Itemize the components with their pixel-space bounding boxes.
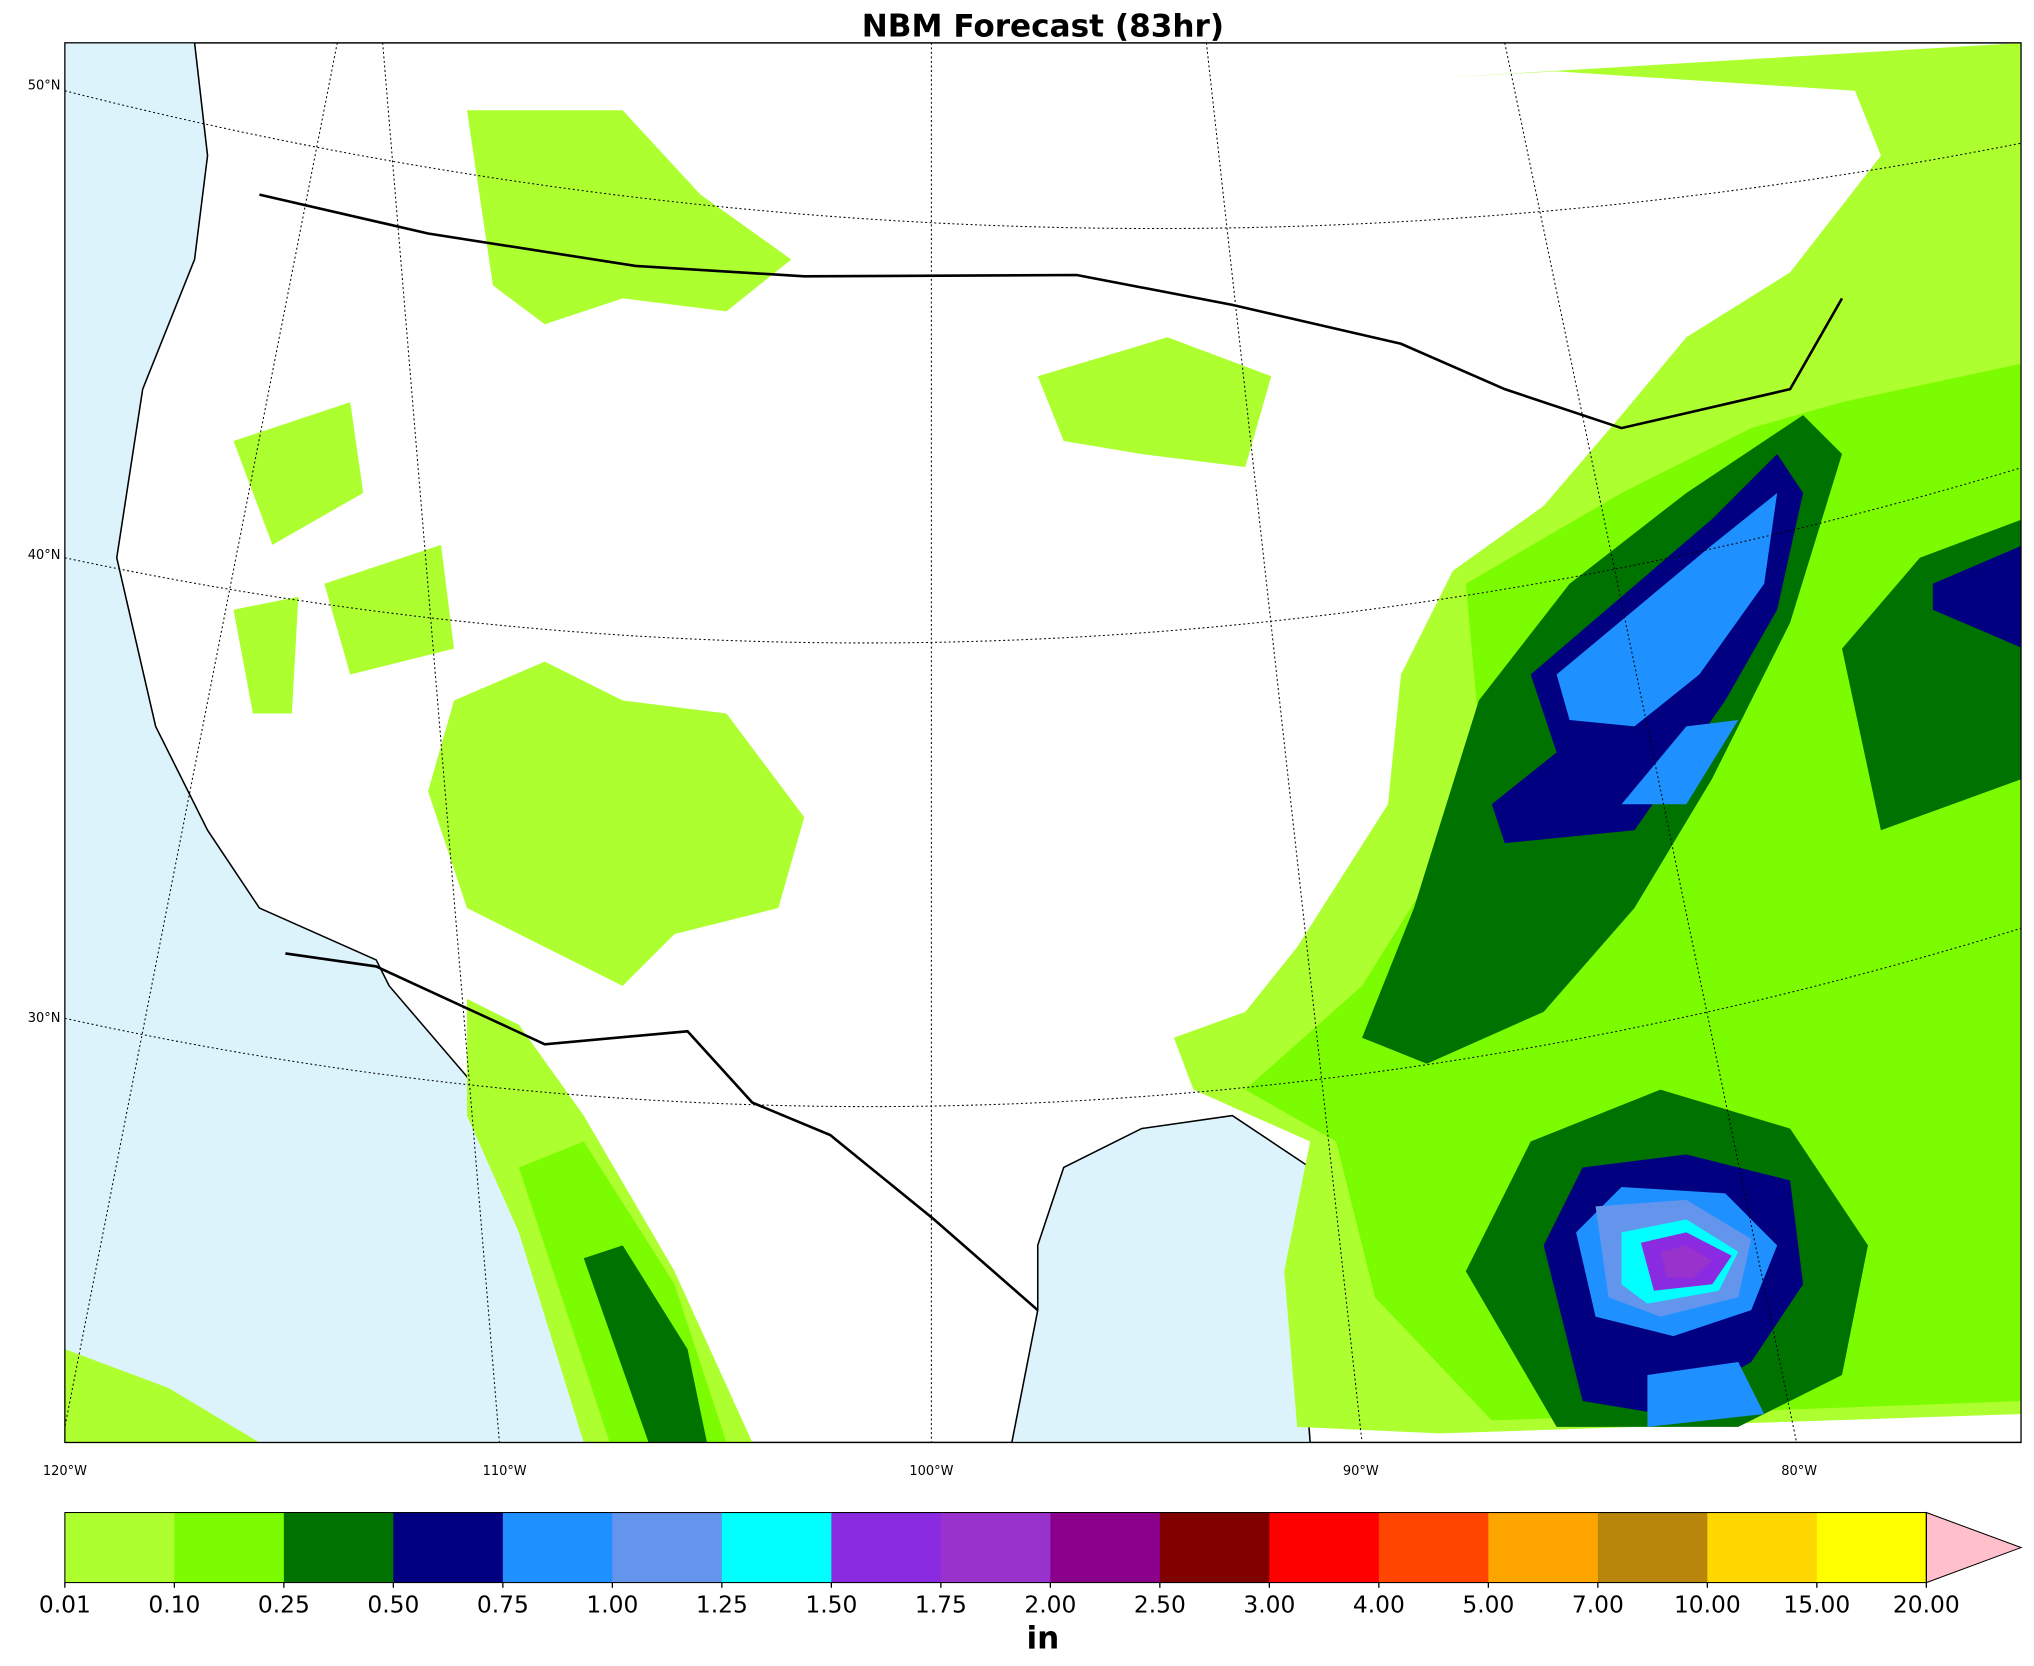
colorbar-tick-label: 1.00 — [586, 1590, 638, 1618]
lon-label: 80°W — [1781, 1464, 1817, 1479]
colorbar-box — [721, 1512, 832, 1583]
colorbar-tick-label: 7.00 — [1572, 1590, 1624, 1618]
colorbar-box — [1159, 1512, 1270, 1583]
colorbar-box — [1707, 1512, 1818, 1583]
canada-border — [259, 193, 1844, 430]
colorbar-tick-label: 2.00 — [1024, 1590, 1076, 1618]
colorbar-box — [1816, 1512, 1927, 1583]
colorbar-tick-label: 20.00 — [1893, 1590, 1960, 1618]
parallel — [64, 927, 2022, 1108]
colorbar-frame — [64, 1512, 1927, 1584]
lat-label: 50°N — [28, 79, 61, 94]
lat-label: 40°N — [28, 548, 61, 563]
colorbar-tick-label: 2.50 — [1134, 1590, 1186, 1618]
parallel — [64, 467, 2022, 644]
colorbar-box — [174, 1512, 285, 1583]
colorbar-tick-label: 4.00 — [1353, 1590, 1405, 1618]
meridian — [1205, 42, 1363, 1443]
mexico-border — [285, 952, 1039, 1312]
colorbar-box — [502, 1512, 614, 1583]
colorbar-tick-label: 3.00 — [1243, 1590, 1295, 1618]
lon-label: 110°W — [483, 1464, 527, 1479]
map — [64, 42, 2022, 1443]
lat-label: 30°N — [28, 1011, 61, 1026]
colorbar-box — [283, 1512, 395, 1583]
map-frame — [64, 42, 2022, 1444]
meridian — [64, 42, 338, 1428]
colorbar-tick-label: 1.50 — [805, 1590, 857, 1618]
colorbar-box — [612, 1512, 723, 1583]
colorbar-tick-label: 0.25 — [258, 1590, 310, 1618]
colorbar-tick-label: 15.00 — [1783, 1590, 1850, 1618]
colorbar-tick-label: 10.00 — [1674, 1590, 1741, 1618]
colorbar-label: in — [1027, 1621, 1060, 1657]
colorbar-box — [1378, 1512, 1489, 1583]
colorbar-tick-label: 1.25 — [696, 1590, 748, 1618]
colorbar-box — [393, 1512, 504, 1583]
colorbar-box — [1269, 1512, 1380, 1583]
colorbar-extend — [1925, 1511, 2023, 1584]
colorbar-tick-label: 1.75 — [915, 1590, 967, 1618]
colorbar-box — [64, 1512, 176, 1583]
colorbar-tick-label: 5.00 — [1462, 1590, 1514, 1618]
colorbar-tick-label: 0.10 — [148, 1590, 200, 1618]
colorbar-box — [831, 1512, 942, 1583]
colorbar-tick-label: 0.50 — [367, 1590, 419, 1618]
colorbar-box — [1050, 1512, 1161, 1583]
colorbar-box — [1597, 1512, 1708, 1583]
colorbar-tick-label: 0.75 — [477, 1590, 529, 1618]
colorbar-box — [940, 1512, 1051, 1583]
title: NBM Forecast (83hr) — [862, 8, 1224, 44]
lon-label: 90°W — [1343, 1464, 1379, 1479]
lon-label: 120°W — [43, 1464, 87, 1479]
colorbar: 0.01 0.10 0.25 0.50 0.75 1.00 1.25 1.50 1.75 2.00… — [39, 1511, 2023, 1618]
lon-label: 100°W — [909, 1464, 953, 1479]
precip-1.75 — [1660, 1245, 1713, 1278]
colorbar-box — [1488, 1512, 1599, 1583]
colorbar-tick-label: 0.01 — [39, 1590, 91, 1618]
